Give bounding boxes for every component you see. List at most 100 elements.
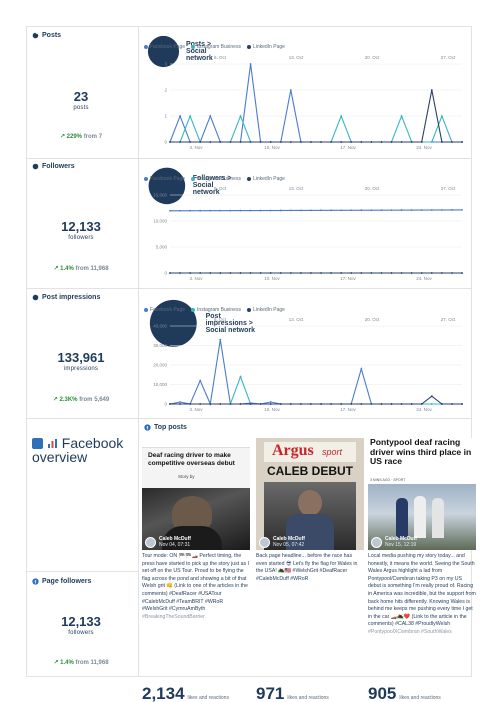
series-point: [461, 209, 463, 211]
kpi-unit-posts: posts: [73, 105, 89, 111]
kpi-change-pct: 1.4%: [60, 266, 74, 272]
post-likes: 905 likes and reactions: [368, 684, 441, 702]
chart-legend[interactable]: Facebook Page Instagram Business LinkedIn …: [144, 176, 285, 182]
post-image[interactable]: Pontypool deaf racing driver wins third …: [368, 438, 476, 550]
post-headline: Pontypool deaf racing driver wins third …: [370, 438, 472, 467]
y-axis-tick-label: 0: [164, 402, 167, 407]
series-point: [179, 272, 181, 274]
top-post-1[interactable]: Deaf racing driver to make competitive o…: [142, 438, 250, 702]
series-point: [189, 403, 192, 405]
series-point: [299, 209, 302, 212]
top-post-3[interactable]: Pontypool deaf racing driver wins third …: [368, 438, 476, 702]
series-point: [289, 89, 292, 91]
x-axis-tick-label: 24. Nov: [416, 276, 432, 281]
series-point: [189, 272, 192, 274]
series-line-0: [169, 209, 463, 212]
series-point: [340, 141, 343, 143]
series-point: [360, 272, 363, 274]
kpi-change-from: from 11,968: [75, 660, 109, 666]
legend-dot-icon: [144, 44, 148, 49]
series-point: [451, 403, 453, 405]
legend-dot-icon: [246, 176, 251, 181]
series-point: [189, 115, 192, 117]
top-axis-tick-label: 27. Oct: [441, 317, 456, 322]
y-axis-tick-label: 0: [164, 140, 167, 145]
series-point: [299, 272, 302, 274]
series-point: [229, 272, 232, 274]
top-post-2[interactable]: Argus sport CALEB DEBUT Caleb McDuff Nov…: [256, 438, 364, 702]
post-author: Caleb McDuff Nov 04, 07:31: [145, 536, 191, 548]
top-axis-tick-label: 6. Oct: [214, 186, 227, 191]
kpi-change-pct: 229%: [66, 134, 83, 140]
overview-title: Facebook overview: [32, 435, 124, 465]
svg-text:f: f: [35, 580, 37, 585]
series-point: [440, 209, 443, 211]
legend-item[interactable]: LinkedIn Page: [246, 44, 285, 50]
divider: [26, 26, 472, 27]
chart-legend[interactable]: Facebook Page Instagram Business LinkedIn …: [144, 307, 285, 313]
series-point: [380, 209, 383, 212]
series-point: [209, 141, 212, 143]
x-axis-tick-label: 3. Nov: [189, 276, 203, 281]
meta-icon: [32, 163, 39, 170]
legend-item[interactable]: LinkedIn Page: [246, 307, 285, 313]
y-axis-tick-label: 2: [164, 88, 167, 93]
series-point: [340, 115, 343, 117]
chart-title-text: Posts > Social network: [185, 40, 213, 62]
series-point: [269, 401, 272, 403]
series-point: [239, 115, 242, 117]
series-point: [209, 403, 212, 405]
impressions-chart: 6. Oct 13. Oct 20. Oct 27. Oct 0 10,000 20,000…: [153, 317, 463, 412]
post-image[interactable]: Deaf racing driver to make competitive o…: [142, 438, 250, 550]
legend-item[interactable]: Instagram Business: [191, 307, 241, 313]
top-axis-tick-label: 13. Oct: [289, 55, 304, 60]
author-name: Caleb McDuff: [159, 536, 191, 542]
series-point: [259, 272, 262, 274]
post-image[interactable]: Argus sport CALEB DEBUT Caleb McDuff Nov…: [256, 438, 364, 550]
newspaper-masthead: Argus sport: [264, 442, 356, 462]
legend-item[interactable]: Instagram Business: [191, 44, 241, 50]
meta-icon: [32, 32, 39, 39]
legend-item[interactable]: Facebook Page: [144, 307, 185, 313]
kpi-title-text: Post impressions: [42, 294, 101, 301]
series-line-1: [170, 114, 462, 143]
series-point: [451, 272, 453, 274]
svg-text:f: f: [147, 426, 149, 431]
series-point: [219, 272, 222, 274]
kpi-unit-impressions: impressions: [63, 366, 99, 372]
post-author: Caleb McDuff Nov 05, 07:42: [259, 536, 305, 548]
chart-title-text: Post impressions > Social network: [205, 312, 256, 334]
post-date: Nov 15, 12:19: [385, 542, 417, 548]
masthead-brand: Argus: [272, 442, 314, 459]
series-point: [410, 141, 413, 143]
kpi-value-impressions: 133,961: [57, 350, 105, 365]
legend-item[interactable]: Instagram Business: [191, 176, 241, 182]
series-point: [179, 401, 181, 403]
post-caption-text: Back page headline... before the race ha…: [256, 553, 358, 582]
post-date: Nov 04, 07:31: [159, 542, 191, 548]
series-point: [461, 403, 463, 405]
series-point: [249, 209, 252, 212]
chart-legend[interactable]: Facebook Page Instagram Business LinkedIn …: [144, 44, 285, 50]
divider: [138, 26, 139, 418]
series-point: [310, 403, 312, 405]
series-point: [370, 141, 373, 143]
kpi-change-followers: ↗ 1.4% from 11,968: [26, 265, 136, 272]
series-point: [350, 403, 353, 405]
series-point: [259, 209, 262, 212]
series-point: [199, 141, 202, 143]
series-point: [249, 403, 252, 405]
trend-up-icon: ↗: [53, 660, 59, 666]
series-point: [189, 141, 192, 143]
series-point: [229, 209, 232, 212]
series-point: [430, 89, 433, 91]
y-axis-tick-label: 10,000: [153, 382, 167, 387]
series-point: [360, 209, 363, 212]
series-point: [451, 209, 453, 211]
series-point: [400, 115, 403, 117]
y-axis-tick-label: 30,000: [153, 343, 167, 348]
series-point: [390, 272, 393, 274]
legend-item[interactable]: Facebook Page: [144, 44, 185, 50]
legend-item[interactable]: LinkedIn Page: [246, 176, 285, 182]
legend-item[interactable]: Facebook Page: [144, 176, 185, 182]
